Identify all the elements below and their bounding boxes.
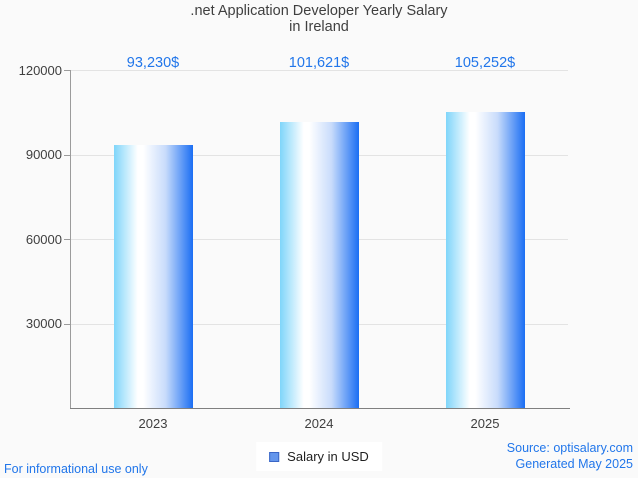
y-tick-label-90000: 90000 <box>25 147 62 162</box>
generated-text: Generated May 2025 <box>515 457 633 471</box>
legend-swatch-icon <box>269 451 280 462</box>
y-axis-tick-90000 <box>64 154 70 156</box>
y-axis-tick-30000 <box>64 323 70 325</box>
y-axis-tick-120000 <box>64 70 70 71</box>
bar-value-label-2024: 101,621$ <box>288 55 350 71</box>
x-axis-line <box>70 408 570 409</box>
legend: Salary in USD <box>256 442 382 471</box>
bar-value-label-2023: 93,230$ <box>126 55 180 71</box>
x-axis-label-2025: 2025 <box>470 416 500 431</box>
bar-value-label-2025: 105,252$ <box>454 55 516 71</box>
y-tick-label-120000: 120000 <box>18 62 62 78</box>
source-text: Source: optisalary.com <box>506 441 633 455</box>
legend-label: Salary in USD <box>287 449 369 464</box>
y-axis-line <box>70 70 71 408</box>
bar-2023[interactable] <box>113 145 193 408</box>
y-axis-tick-60000 <box>64 239 70 240</box>
y-tick-label-30000: 30000 <box>25 316 62 331</box>
chart-title-line2: in Ireland <box>289 19 349 35</box>
disclaimer-text: For informational use only <box>4 462 148 476</box>
chart-title: .net Application Developer Yearly Salary… <box>0 3 638 35</box>
bar-2024[interactable] <box>279 121 359 408</box>
y-tick-label-60000: 60000 <box>25 231 62 247</box>
bar-2025[interactable] <box>445 111 525 408</box>
x-axis-label-2023: 2023 <box>138 416 168 431</box>
source-block: Source: optisalary.com Generated May 202… <box>507 440 633 472</box>
chart-title-line1: .net Application Developer Yearly Salary <box>190 3 448 19</box>
gridline-120000 <box>70 70 568 71</box>
x-axis-label-2024: 2024 <box>304 416 334 431</box>
